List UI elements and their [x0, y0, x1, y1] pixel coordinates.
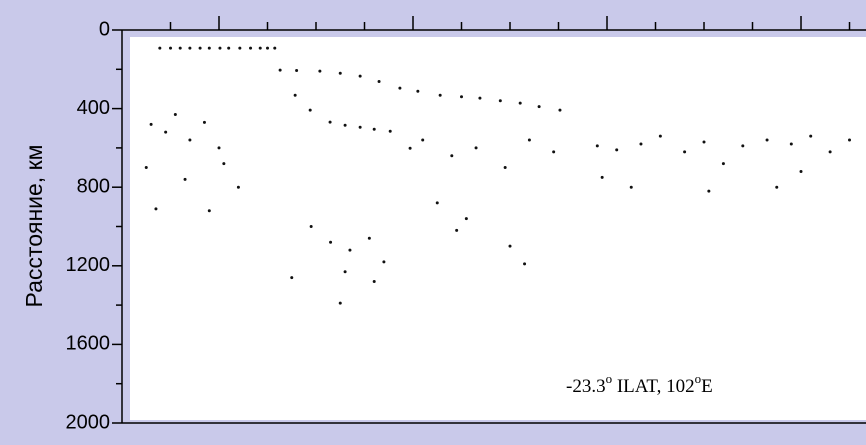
- chart: Расстояние, км -23.3o ILAT, 102oE 040080…: [0, 0, 866, 445]
- point: [465, 217, 468, 220]
- point: [359, 75, 362, 78]
- point: [766, 139, 769, 142]
- point: [848, 139, 851, 142]
- point: [389, 130, 392, 133]
- point: [329, 121, 332, 124]
- point: [295, 69, 298, 72]
- y-tick-label: 2000: [66, 411, 111, 433]
- point: [348, 249, 351, 252]
- point: [179, 47, 182, 50]
- point: [199, 47, 202, 50]
- point: [416, 90, 419, 93]
- point: [596, 144, 599, 147]
- point: [294, 94, 297, 97]
- point: [218, 146, 221, 149]
- annotation-part: ILAT, 102: [612, 376, 695, 397]
- point: [460, 95, 463, 98]
- point: [829, 150, 832, 153]
- annotation-part: E: [701, 376, 713, 397]
- point: [528, 139, 531, 142]
- point: [373, 128, 376, 131]
- point: [455, 229, 458, 232]
- point: [266, 47, 269, 50]
- point: [309, 109, 312, 112]
- point: [249, 47, 252, 50]
- point: [683, 150, 686, 153]
- point: [329, 241, 332, 244]
- point: [208, 47, 211, 50]
- point: [368, 237, 371, 240]
- annotation-part: -23.3: [566, 376, 606, 397]
- point: [150, 123, 153, 126]
- point: [237, 186, 240, 189]
- point: [552, 150, 555, 153]
- point: [800, 170, 803, 173]
- point: [504, 166, 507, 169]
- y-axis-label: Расстояние, км: [21, 145, 47, 308]
- point: [154, 207, 157, 210]
- point: [373, 280, 376, 283]
- point: [538, 105, 541, 108]
- point: [478, 97, 481, 100]
- point: [630, 186, 633, 189]
- point: [519, 102, 522, 105]
- point: [164, 131, 167, 134]
- point: [722, 162, 725, 165]
- point: [523, 262, 526, 265]
- point: [707, 190, 710, 193]
- point: [703, 141, 706, 144]
- point: [659, 135, 662, 138]
- point: [615, 148, 618, 151]
- point: [639, 142, 642, 145]
- point: [344, 270, 347, 273]
- point: [259, 47, 262, 50]
- point: [509, 245, 512, 248]
- point: [290, 276, 293, 279]
- point: [169, 47, 172, 50]
- point: [450, 154, 453, 157]
- point: [499, 99, 502, 102]
- point: [436, 201, 439, 204]
- point: [273, 47, 276, 50]
- point: [218, 47, 221, 50]
- point: [409, 147, 412, 150]
- point: [227, 47, 230, 50]
- y-tick-label: 800: [77, 175, 110, 197]
- point: [208, 209, 211, 212]
- y-tick-label: 0: [99, 18, 110, 40]
- point: [558, 109, 561, 112]
- point: [145, 166, 148, 169]
- point: [601, 176, 604, 179]
- point: [809, 135, 812, 138]
- point: [158, 47, 161, 50]
- y-tick-label: 1600: [66, 333, 111, 355]
- point: [188, 139, 191, 142]
- point: [174, 113, 177, 116]
- point: [318, 70, 321, 73]
- point: [421, 139, 424, 142]
- point: [378, 80, 381, 83]
- point: [359, 126, 362, 129]
- point: [439, 94, 442, 97]
- point: [475, 146, 478, 149]
- point: [382, 260, 385, 263]
- point: [775, 186, 778, 189]
- point: [222, 162, 225, 165]
- point: [339, 302, 342, 305]
- point: [741, 144, 744, 147]
- point: [310, 225, 313, 228]
- point: [238, 47, 241, 50]
- y-tick-label: 400: [77, 97, 110, 119]
- plot-image: [130, 37, 866, 420]
- point: [188, 47, 191, 50]
- point: [279, 69, 282, 72]
- point: [344, 124, 347, 127]
- point: [339, 72, 342, 75]
- point: [398, 87, 401, 90]
- y-tick-label: 1200: [66, 254, 111, 276]
- point: [790, 142, 793, 145]
- point: [203, 121, 206, 124]
- point: [184, 178, 187, 181]
